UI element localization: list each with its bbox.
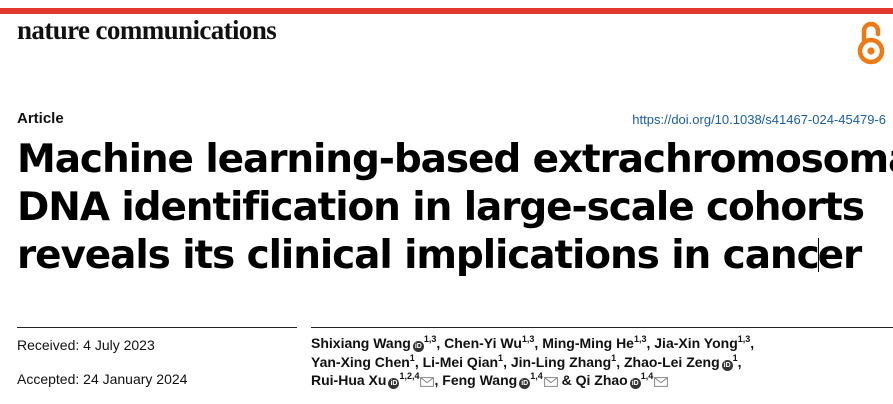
- accepted-date: Accepted: 24 January 2024: [17, 371, 188, 387]
- author-name[interactable]: Qi Zhao: [575, 372, 628, 388]
- author-name[interactable]: Rui-Hua Xu: [311, 372, 387, 388]
- top-red-bar: [0, 8, 893, 14]
- author-affiliation: 1,3: [737, 334, 751, 344]
- author-entry[interactable]: Chen-Yi Wu1,3: [444, 334, 535, 352]
- orcid-icon[interactable]: iD: [721, 359, 733, 371]
- open-access-icon: [857, 21, 885, 65]
- author-entry[interactable]: Li-Mei Qian1: [422, 352, 504, 370]
- author-entry[interactable]: Rui-Hua Xu iD1,2,4: [311, 371, 435, 389]
- author-name[interactable]: Feng Wang: [442, 372, 518, 388]
- orcid-icon[interactable]: iD: [519, 378, 531, 389]
- orcid-icon[interactable]: iD: [388, 378, 400, 389]
- author-affiliation: 1,3: [521, 334, 535, 344]
- email-icon[interactable]: [420, 377, 435, 387]
- email-icon[interactable]: [543, 377, 558, 387]
- author-affiliation: 1,4: [530, 371, 543, 381]
- title-line-2: DNA identification in large-scale cohort…: [17, 185, 865, 230]
- author-name[interactable]: Zhao-Lei Zeng: [623, 353, 720, 370]
- author-list: Shixiang Wang iD1,3, Chen-Yi Wu1,3, Ming-…: [311, 334, 755, 389]
- author-entry[interactable]: Zhao-Lei Zeng iD1: [623, 352, 738, 371]
- author-name[interactable]: Li-Mei Qian: [422, 353, 499, 370]
- doi-link[interactable]: https://doi.org/10.1038/s41467-024-45479…: [632, 112, 886, 127]
- author-affiliation: 1: [409, 352, 415, 363]
- author-affiliation: 1,4: [640, 371, 654, 381]
- text-cursor: [817, 238, 819, 272]
- author-entry[interactable]: Jin-Ling Zhang1: [510, 352, 617, 370]
- received-date: Received: 4 July 2023: [17, 337, 155, 353]
- author-entry[interactable]: Jia-Xin Yong1,3: [654, 334, 751, 352]
- divider-left: [17, 327, 297, 328]
- author-name[interactable]: Jia-Xin Yong: [654, 335, 738, 351]
- article-type: Article: [17, 110, 64, 127]
- author-name[interactable]: Yan-Xing Chen: [311, 353, 410, 370]
- author-affiliation: 1,2,4: [399, 371, 420, 381]
- journal-name[interactable]: nature communications: [17, 15, 277, 45]
- article-title: Machine learning-based extrachromosomal …: [17, 136, 893, 280]
- orcid-icon[interactable]: iD: [629, 378, 641, 389]
- author-affiliation: 1: [498, 352, 504, 363]
- author-entry[interactable]: Shixiang Wang iD1,3: [311, 334, 437, 352]
- author-entry[interactable]: Ming-Ming He1,3: [542, 334, 647, 352]
- title-line-3b: er: [817, 233, 863, 278]
- author-affiliation: 1,3: [633, 334, 647, 344]
- orcid-icon[interactable]: iD: [412, 341, 424, 352]
- divider-right: [311, 327, 893, 328]
- author-entry[interactable]: & Qi Zhao iD1,4: [561, 371, 669, 389]
- author-affiliation: 1: [732, 352, 738, 363]
- author-name[interactable]: Chen-Yi Wu: [444, 335, 522, 351]
- title-line-1: Machine learning-based extrachromosomal: [17, 137, 893, 182]
- email-icon[interactable]: [654, 377, 669, 387]
- author-name[interactable]: Jin-Ling Zhang: [510, 353, 612, 370]
- author-name[interactable]: Shixiang Wang: [311, 335, 411, 351]
- title-line-3: reveals its clinical implications in can…: [17, 232, 887, 280]
- author-name[interactable]: Ming-Ming He: [542, 335, 634, 351]
- title-line-3a: reveals its clinical implications in can…: [17, 233, 820, 278]
- author-entry[interactable]: Feng Wang iD1,4: [442, 371, 558, 389]
- author-entry[interactable]: Yan-Xing Chen1: [311, 352, 415, 370]
- author-ampersand: &: [561, 372, 576, 388]
- author-affiliation: 1,3: [423, 334, 437, 344]
- author-affiliation: 1: [611, 352, 617, 363]
